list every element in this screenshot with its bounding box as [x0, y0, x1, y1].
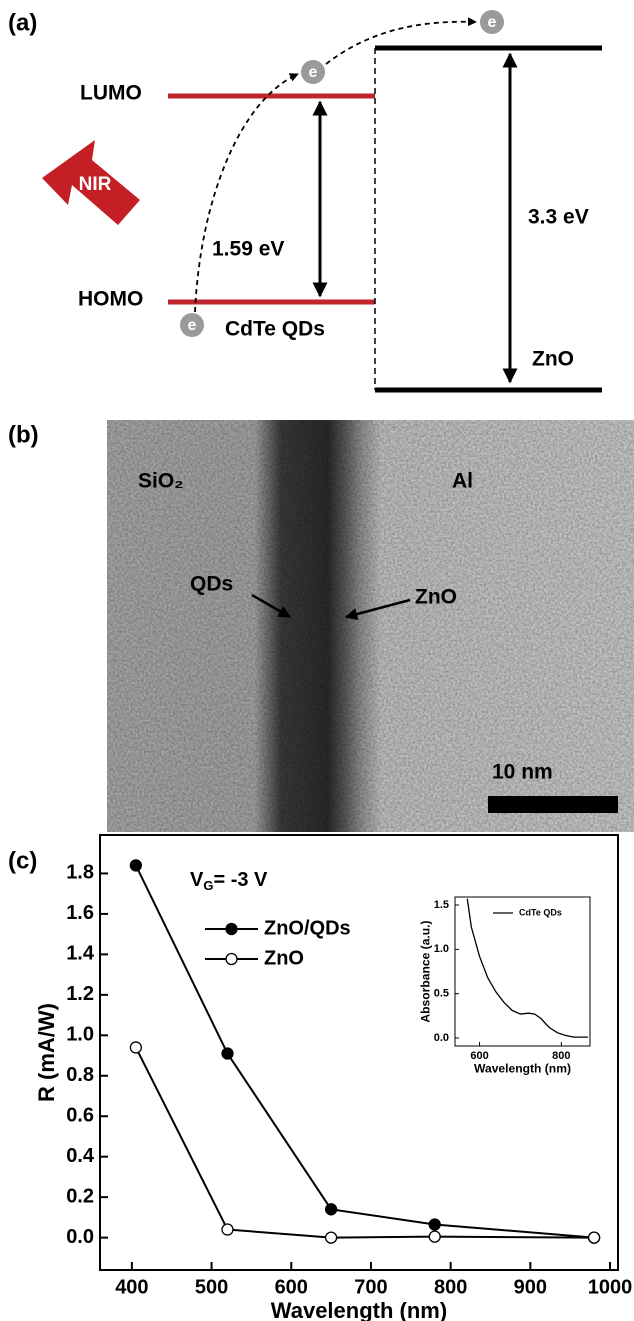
- y-tick-label: 0.0: [66, 1226, 94, 1248]
- data-point: [221, 1047, 234, 1060]
- y-tick-label: 1.5: [434, 899, 449, 911]
- annotation-main: V: [190, 869, 204, 891]
- tem-grain: [107, 420, 634, 832]
- legend-label: ZnO/QDs: [264, 917, 351, 939]
- pointer-arrow: [344, 598, 411, 621]
- electron: [301, 60, 325, 84]
- main-chart: 400 500 600 700 800 900 1000 0.0 0.2 0.4 0.6 0.8 1.0…: [34, 834, 633, 1321]
- data-point: [221, 1223, 234, 1236]
- data-point: [428, 1218, 441, 1231]
- data-point: [324, 1231, 338, 1244]
- x-tick-label: 400: [115, 1276, 148, 1298]
- annotation-rest: = -3 V: [213, 869, 268, 891]
- inset-chart: 600 800 0.0 0.5 1.0 1.5 Wavelength (nm) Absorba…: [419, 896, 591, 1075]
- scale-bar: [488, 796, 618, 813]
- x-tick-label: 600: [470, 1050, 488, 1062]
- label: (c): [8, 847, 37, 874]
- y-tick-label: 1.2: [66, 983, 94, 1005]
- label: LUMO: [80, 82, 142, 105]
- annotation: VG= -3 V: [190, 869, 268, 893]
- y-tick-label: 1.0: [66, 1024, 94, 1046]
- legend-label: CdTe QDs: [519, 907, 562, 917]
- y-tick-label: 0.6: [66, 1105, 94, 1127]
- label: (b): [8, 421, 39, 448]
- y-tick-label: 0.5: [434, 988, 449, 1000]
- pointer-arrow: [251, 593, 292, 619]
- x-tick-label: 500: [195, 1276, 228, 1298]
- label: NIR: [79, 174, 112, 195]
- x-tick-label: 700: [354, 1276, 387, 1298]
- label: e: [309, 64, 318, 81]
- data-point: [428, 1230, 441, 1243]
- transfer-path: [194, 73, 299, 313]
- label: CdTe QDs: [225, 318, 325, 341]
- label: (a): [8, 9, 37, 36]
- legend-label: ZnO: [264, 947, 304, 969]
- data-point: [587, 1231, 601, 1244]
- band-diagram: [42, 10, 602, 393]
- y-tick-label: 1.0: [434, 943, 449, 955]
- y-tick-label: 0.2: [66, 1185, 94, 1207]
- label: HOMO: [78, 288, 143, 311]
- data-point: [324, 1203, 338, 1216]
- x-tick-label: 800: [552, 1050, 570, 1062]
- electron: [480, 10, 504, 34]
- y-tick-label: 0.0: [434, 1032, 449, 1044]
- series-line: [466, 898, 588, 1038]
- annotation-sub: G: [203, 878, 213, 893]
- x-tick-label: 800: [434, 1276, 467, 1298]
- x-tick-label: 1000: [588, 1276, 633, 1298]
- y-tick-label: 1.8: [66, 862, 94, 884]
- y-tick-label: 0.8: [66, 1064, 94, 1086]
- label: Al: [452, 470, 473, 493]
- label: 1.59 eV: [212, 238, 284, 261]
- label: 3.3 eV: [528, 206, 589, 229]
- x-tick-label: 600: [275, 1276, 308, 1298]
- y-tick-label: 1.6: [66, 902, 94, 924]
- y-tick-label: 0.4: [66, 1145, 95, 1167]
- data-point: [129, 1041, 143, 1054]
- label: 10 nm: [492, 761, 553, 784]
- label: ZnO: [532, 348, 574, 371]
- legend-marker: [225, 952, 238, 966]
- data-point: [129, 859, 143, 872]
- y-axis-label: Absorbance (a.u.): [419, 920, 433, 1022]
- transfer-path: [325, 17, 477, 65]
- legend-marker: [225, 922, 238, 936]
- electron: [180, 313, 204, 337]
- label: SiO₂: [138, 470, 184, 493]
- y-tick-label: 1.4: [66, 943, 95, 965]
- label: ZnO: [415, 586, 457, 609]
- label: e: [188, 317, 197, 334]
- y-axis-label: R (mA/W): [34, 1003, 59, 1102]
- x-tick-label: 900: [514, 1276, 547, 1298]
- nir-arrow: [42, 140, 140, 225]
- x-axis-label: Wavelength (nm): [271, 1298, 447, 1321]
- label: e: [488, 14, 497, 31]
- tem-image: [107, 420, 634, 832]
- plot-frame: [454, 896, 591, 1047]
- label: QDs: [190, 573, 233, 596]
- x-axis-label: Wavelength (nm): [474, 1061, 571, 1075]
